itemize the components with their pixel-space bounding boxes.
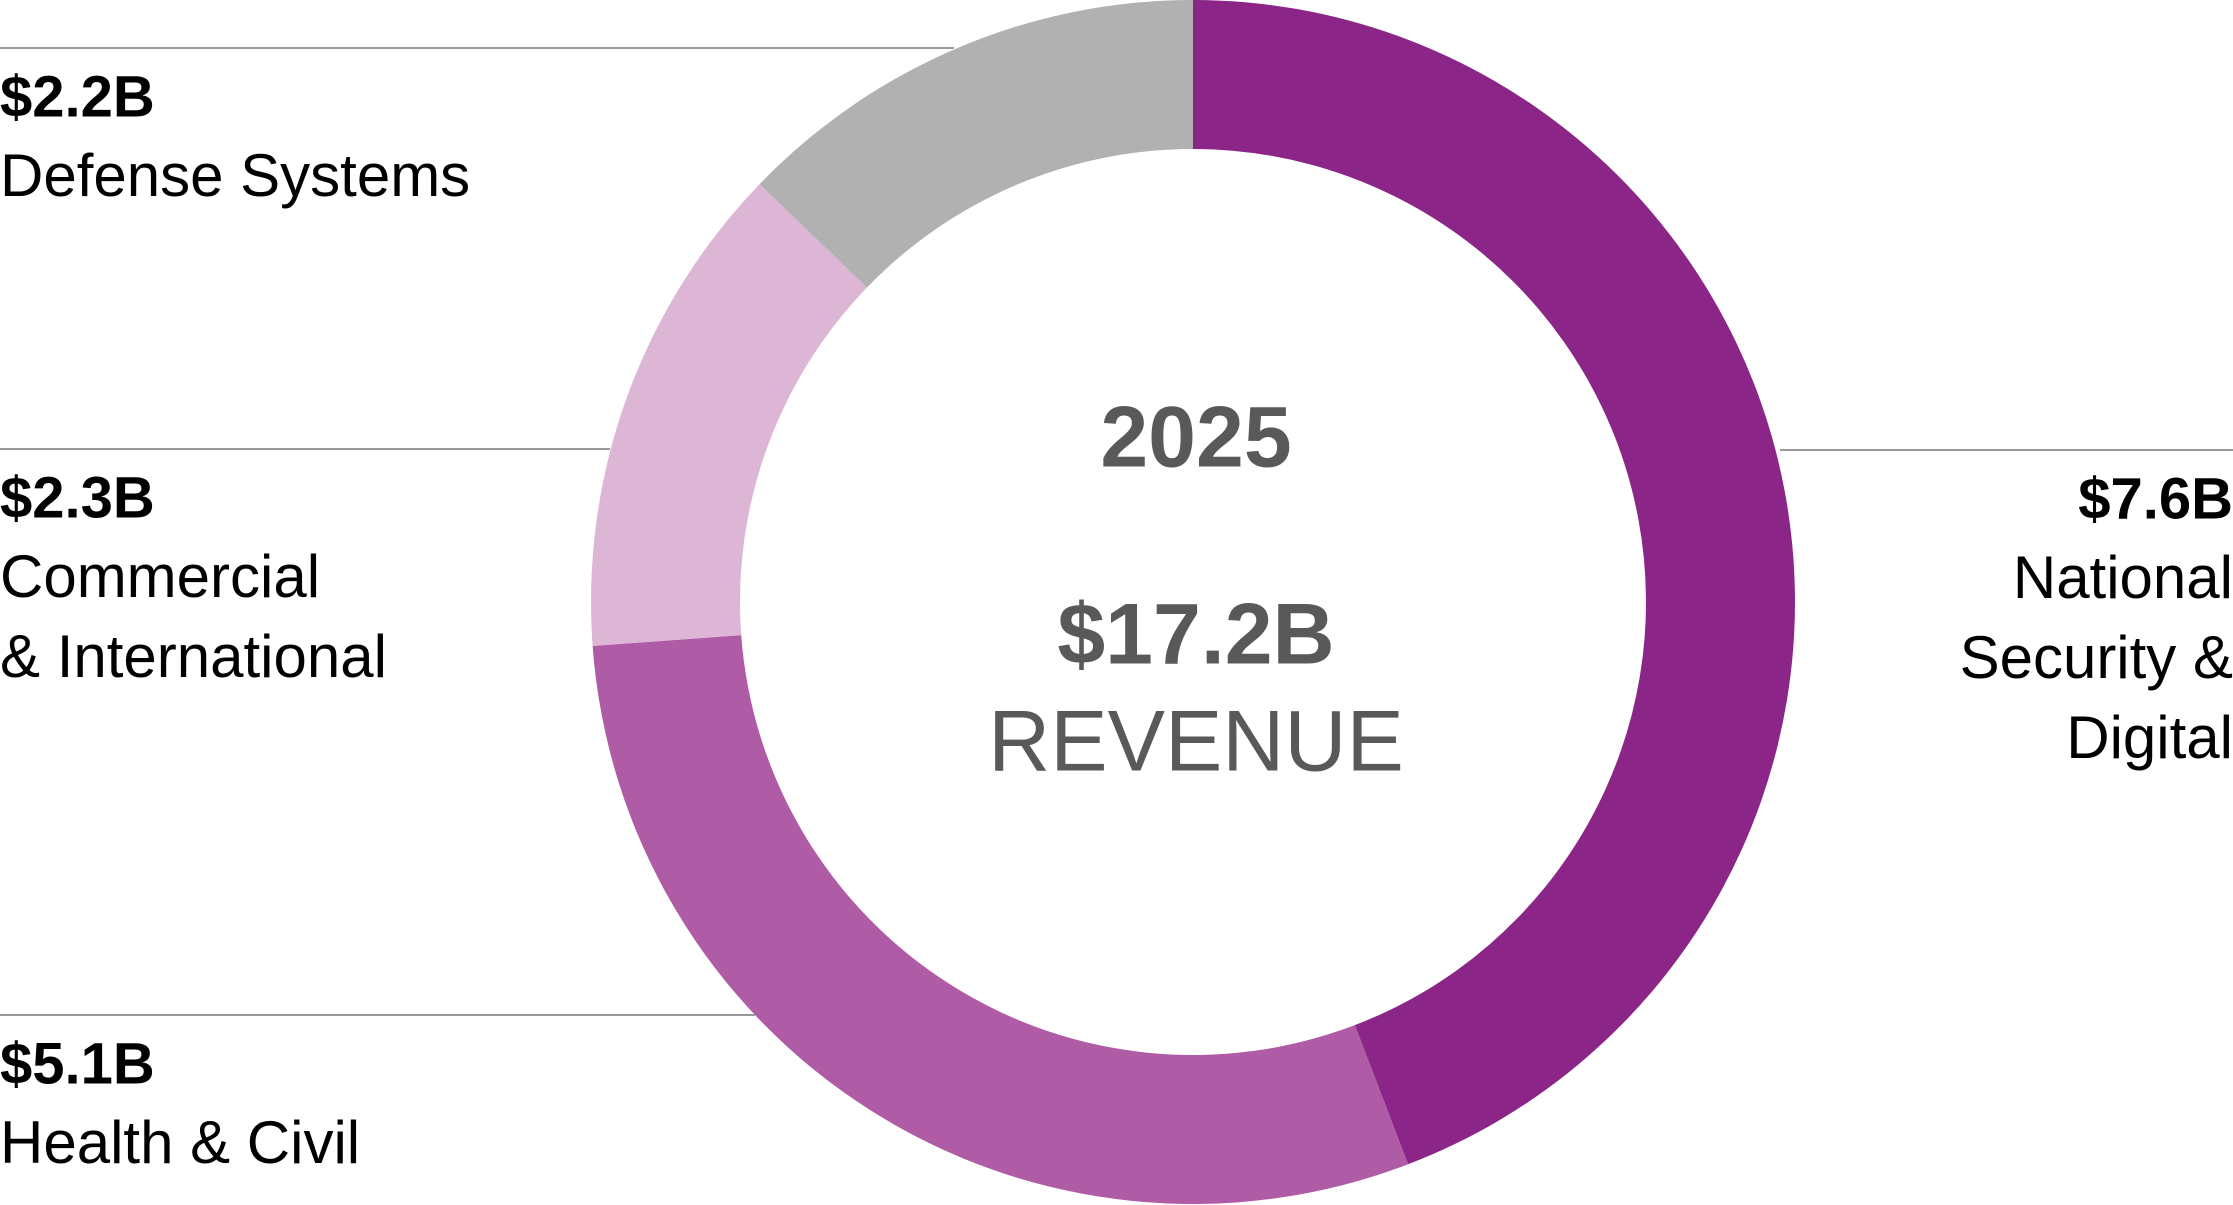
- value-label: $5.1B: [0, 1031, 155, 1096]
- category-label: Commercial: [0, 543, 320, 610]
- donut-segment: [592, 635, 1409, 1204]
- center-title: 2025: [1100, 390, 1291, 486]
- donut-segment: [759, 0, 1193, 288]
- donut-segment: [591, 184, 867, 646]
- donut-segment: [1193, 0, 1795, 1165]
- category-label: Defense Systems: [0, 142, 470, 209]
- value-label: $7.6B: [2078, 466, 2233, 531]
- value-label: $2.2B: [0, 64, 155, 129]
- category-label: Digital: [2066, 704, 2233, 771]
- value-label: $2.3B: [0, 465, 155, 530]
- category-label: National: [2013, 544, 2233, 611]
- category-label: Security &: [1960, 624, 2233, 691]
- category-label: Health & Civil: [0, 1109, 360, 1176]
- center-value: $17.2B: [1057, 587, 1334, 683]
- center-caption: REVENUE: [988, 694, 1404, 790]
- category-label: & International: [0, 623, 387, 690]
